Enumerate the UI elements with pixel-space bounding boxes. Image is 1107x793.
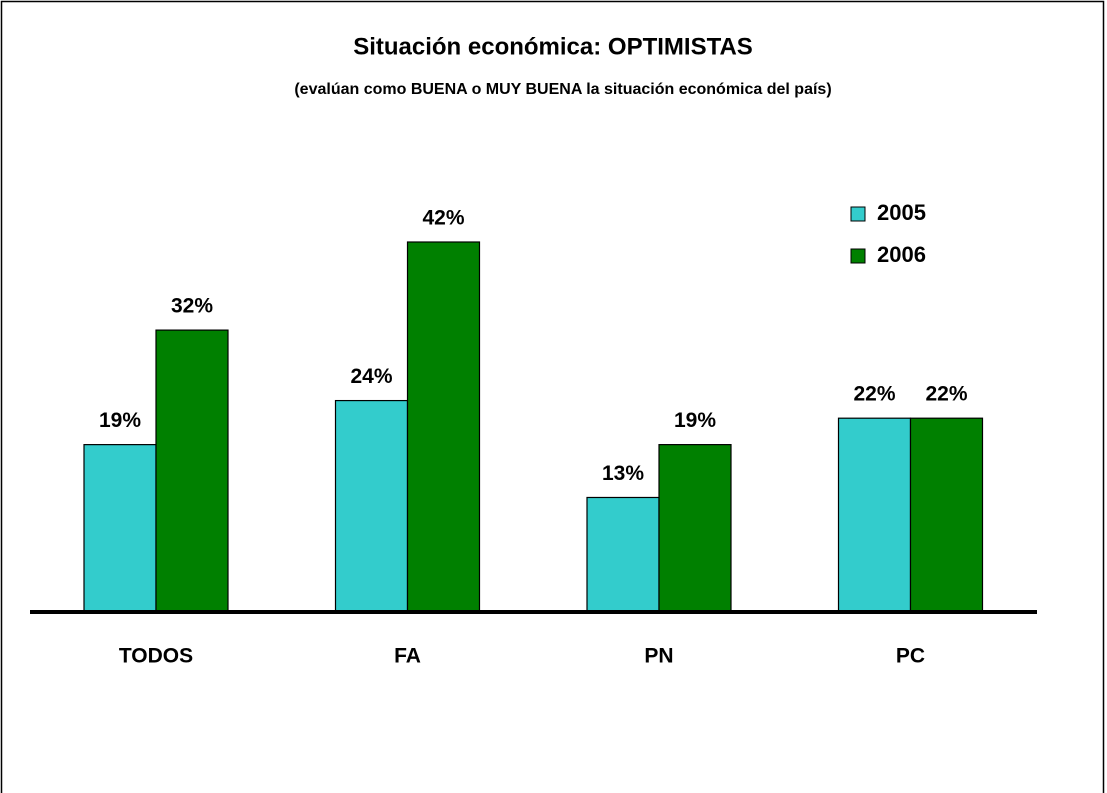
bar bbox=[909, 417, 984, 613]
bar bbox=[83, 444, 157, 613]
value-label: 13% bbox=[602, 462, 644, 485]
value-label: 19% bbox=[674, 409, 716, 432]
x-tick-label: PN bbox=[644, 645, 673, 668]
x-tick-label: PC bbox=[896, 645, 925, 668]
bar bbox=[406, 241, 481, 613]
x-tick-label: FA bbox=[394, 645, 421, 668]
legend-swatch bbox=[850, 248, 866, 264]
bar bbox=[334, 399, 409, 613]
x-tick-label: TODOS bbox=[119, 645, 193, 668]
legend-swatch bbox=[850, 206, 866, 222]
value-label: 22% bbox=[853, 383, 895, 406]
bar bbox=[658, 444, 732, 613]
bar bbox=[155, 329, 229, 613]
value-label: 22% bbox=[925, 383, 967, 406]
value-label: 24% bbox=[350, 365, 392, 388]
bar bbox=[586, 496, 660, 613]
value-label: 42% bbox=[422, 207, 464, 230]
value-label: 19% bbox=[99, 409, 141, 432]
chart-title: Situación económica: OPTIMISTAS bbox=[353, 33, 753, 60]
bar bbox=[837, 417, 912, 613]
value-label: 32% bbox=[171, 295, 213, 318]
chart-subtitle: (evalúan como BUENA o MUY BUENA la situa… bbox=[294, 81, 831, 98]
legend-label: 2005 bbox=[877, 200, 926, 225]
legend-label: 2006 bbox=[877, 242, 926, 267]
